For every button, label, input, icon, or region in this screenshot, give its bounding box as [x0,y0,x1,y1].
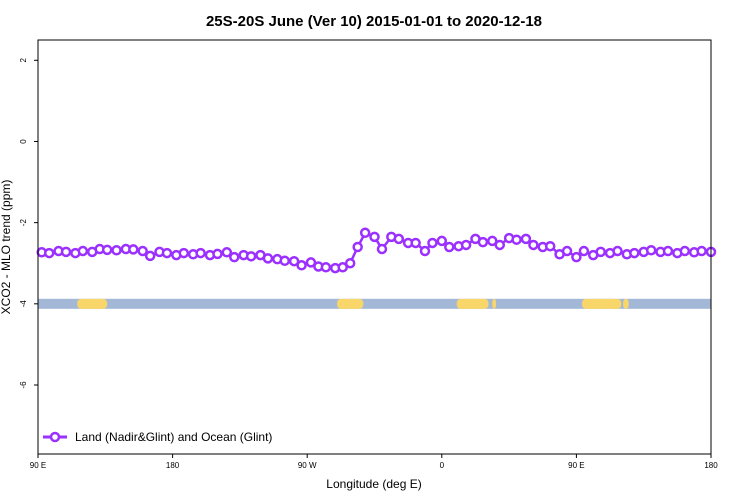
data-point [528,239,539,251]
x-axis-title: Longitude (deg E) [326,477,421,491]
land-segment [456,298,489,309]
legend-marker-swatch [49,431,61,443]
plot-area [36,227,717,309]
data-point [229,251,240,263]
data-point [77,245,89,257]
data-point [561,245,573,257]
data-point [137,245,148,257]
data-point [288,255,300,267]
y-tick-label: 0 [19,139,28,144]
data-point [436,235,448,247]
data-point [128,244,139,255]
x-tick-label: 0 [440,461,445,470]
data-point [419,245,431,257]
data-point [111,244,122,256]
data-point [344,257,356,269]
data-point [696,245,707,257]
data-point [359,227,371,239]
data-point [369,231,380,243]
data-point [645,244,657,256]
y-tick-label: -2 [19,219,28,227]
data-point [221,247,233,258]
data-point [195,247,206,259]
y-tick-label: -4 [19,300,28,308]
y-tick-label: -6 [19,381,28,389]
x-tick-label: 180 [704,461,718,470]
land-segment [492,298,497,309]
data-point [60,246,72,258]
data-point [178,247,190,259]
x-tick-label: 90 E [30,461,46,470]
land-segment [623,298,629,309]
x-tick-label: 90 W [298,461,317,470]
data-point [320,262,332,273]
land-segment [77,298,108,309]
y-tick-label: 2 [19,58,28,63]
data-point [595,246,606,258]
data-point [43,247,55,259]
x-tick-label: 180 [166,461,180,470]
data-point [444,241,455,253]
x-axis: 90 E 180 90 W 0 90 E 180 [30,454,718,470]
x-tick-label: 90 E [568,461,584,470]
plot-frame [37,39,712,455]
data-point [393,233,405,245]
data-point [520,233,532,245]
data-point [410,237,421,249]
data-point [352,241,363,253]
land-segment [582,298,622,309]
y-axis: 2 0 -2 -4 -6 [19,58,38,389]
data-point [279,255,291,267]
data-point [612,245,623,257]
data-point [511,234,522,245]
data-point [144,250,156,262]
data-point [662,245,674,257]
data-point [337,262,348,273]
data-point [101,244,113,256]
data-point [427,237,438,249]
data-point [161,247,173,259]
ocean-strip [38,298,711,309]
data-point [544,240,556,252]
data-point [629,247,640,259]
data-point [296,260,307,271]
chart-title: 25S-20S June (Ver 10) 2015-01-01 to 2020… [206,13,542,30]
land-segment [337,298,364,309]
data-point [477,236,489,248]
legend: Land (Nadir&Glint) and Ocean (Glint) [43,430,272,444]
data-point [376,243,388,255]
data-point [245,251,257,262]
y-axis-title: XCO2 - MLO trend (ppm) [0,180,13,315]
data-point [679,245,691,257]
data-point [571,251,582,263]
data-point [212,248,223,260]
data-point [578,245,590,257]
data-point [460,239,472,251]
data-point [494,239,506,251]
legend-entry: Land (Nadir&Glint) and Ocean (Glint) [75,430,272,444]
data-point [262,253,274,264]
data-point [487,235,498,247]
data-point [305,257,317,268]
